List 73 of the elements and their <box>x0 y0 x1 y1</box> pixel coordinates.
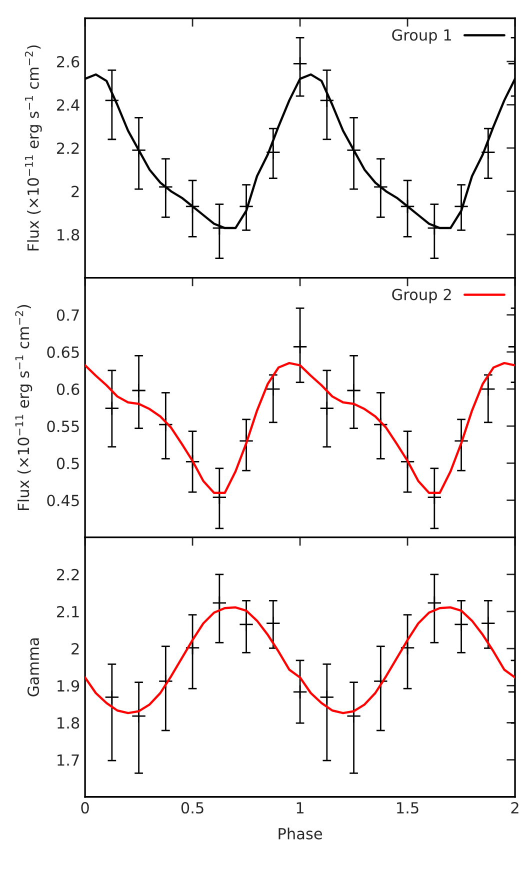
point <box>427 490 442 505</box>
point <box>346 142 362 158</box>
y-tick-label: 2.2 <box>57 142 79 154</box>
y-tick-label: 2 <box>72 643 79 654</box>
x-tick-label: 0 <box>81 802 89 814</box>
y-tick-label: 2.4 <box>57 99 80 111</box>
y-axis-title: Gamma <box>27 638 40 696</box>
y-tick-label: 0.6 <box>56 383 80 396</box>
point <box>292 339 308 354</box>
point <box>480 616 496 631</box>
point <box>400 640 415 656</box>
point <box>132 142 146 158</box>
point <box>104 690 120 704</box>
point <box>104 401 120 416</box>
line-series <box>85 606 516 714</box>
legend-label: Group 1 <box>392 29 451 44</box>
point <box>158 417 173 432</box>
y-tick-label: 0.65 <box>47 346 79 358</box>
line-series <box>85 362 516 494</box>
y-tick-label: 2.6 <box>57 56 80 68</box>
y-tick-label: 0.45 <box>47 494 79 506</box>
point <box>266 616 280 631</box>
point <box>373 180 388 194</box>
legend-label: Group 2 <box>392 288 451 304</box>
y-tick-label: 2.1 <box>57 606 79 618</box>
y-tick-label: 1.8 <box>58 717 80 729</box>
point <box>132 383 146 398</box>
point <box>373 674 388 688</box>
x-tick-label: 1.5 <box>397 802 418 814</box>
y-tick-label: 0.7 <box>56 309 79 321</box>
x-tick-label: 2 <box>511 802 518 814</box>
point <box>320 690 334 704</box>
y-tick-label: 0.55 <box>47 420 79 432</box>
point <box>212 490 227 505</box>
point <box>158 674 173 688</box>
point <box>292 684 308 700</box>
x-axis-title: Phase <box>278 828 322 840</box>
point <box>266 382 280 396</box>
point <box>373 417 388 432</box>
point <box>454 617 469 632</box>
point <box>346 708 362 724</box>
y-axis-title: Flux (×10$^{−11}$ erg s$^{−1}$ cm$^{−2}$) <box>15 305 32 510</box>
point <box>185 454 200 469</box>
point <box>104 93 120 108</box>
point <box>239 434 254 448</box>
point <box>400 199 415 214</box>
point <box>427 596 442 610</box>
y-axis-title: Flux (×10$^{−11}$ erg s$^{−1}$ cm$^{−2}$) <box>24 45 42 250</box>
x-tick-label: 1 <box>296 802 304 814</box>
y-tick-label: 1.8 <box>58 229 80 241</box>
point <box>454 434 469 448</box>
point <box>320 93 334 108</box>
point <box>400 454 415 469</box>
point <box>185 640 200 656</box>
point <box>454 199 469 214</box>
point <box>212 596 227 610</box>
point <box>239 199 254 214</box>
point <box>158 180 173 194</box>
y-tick-label: 0.5 <box>56 458 79 470</box>
point <box>239 617 254 632</box>
point <box>292 56 308 71</box>
y-tick-label: 1.7 <box>58 754 79 766</box>
y-tick-label: 1.9 <box>58 680 80 692</box>
point <box>346 383 362 398</box>
point <box>320 401 334 416</box>
point <box>266 145 280 160</box>
point <box>480 145 496 160</box>
y-tick-label: 2 <box>72 186 79 198</box>
x-tick-label: 0.5 <box>181 802 204 814</box>
point <box>132 708 146 724</box>
y-tick-label: 2.2 <box>57 568 79 580</box>
point <box>480 382 496 396</box>
point <box>185 199 200 214</box>
